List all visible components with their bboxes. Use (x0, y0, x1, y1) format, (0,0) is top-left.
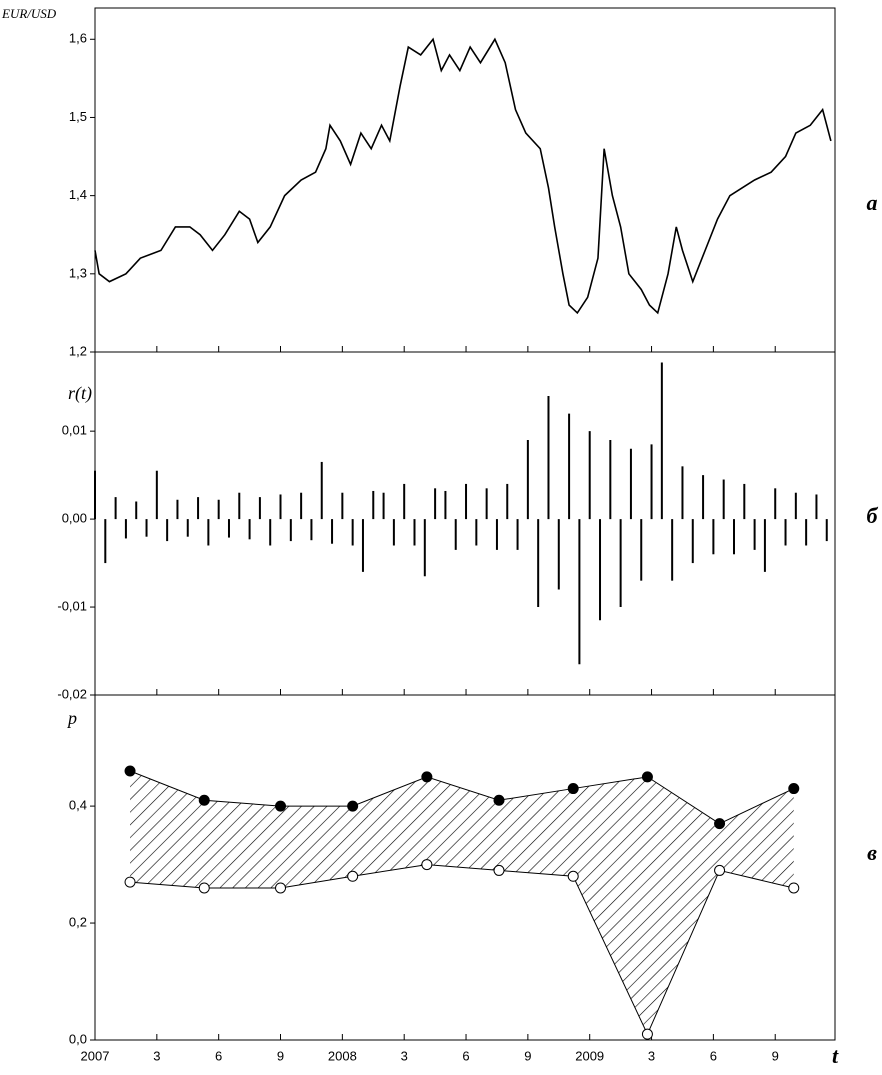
point (124, 876, 136, 888)
x-tick-label: 9 (524, 1048, 531, 1063)
y-tick-label: 1,4 (69, 187, 87, 202)
point (714, 818, 726, 830)
point (567, 870, 579, 882)
y-tick-label: 0,2 (69, 914, 87, 929)
x-tick-label: 9 (277, 1048, 284, 1063)
x-tick-label: 6 (710, 1048, 717, 1063)
point (641, 771, 653, 783)
panel-label: б (867, 503, 879, 528)
y-tick-label: 0,01 (62, 423, 87, 438)
point (493, 794, 505, 806)
panel-label: a (867, 190, 878, 215)
point (198, 794, 210, 806)
y-axis-label: EUR/USD (1, 6, 57, 21)
y-tick-label: 0,0 (69, 1031, 87, 1046)
plot-frame (94, 694, 836, 1041)
price-line (94, 37, 832, 315)
y-tick-label: 1,6 (69, 31, 87, 46)
point (714, 864, 726, 876)
y-tick-label: 1,3 (69, 265, 87, 280)
plot-frame (94, 351, 836, 696)
point (198, 882, 210, 894)
x-tick-label: 3 (648, 1048, 655, 1063)
point (421, 859, 433, 871)
series-line (130, 864, 794, 1036)
point (275, 882, 287, 894)
y-axis-label: p (66, 708, 77, 728)
y-axis-label: r(t) (68, 383, 92, 404)
x-axis-label: t (832, 1043, 839, 1068)
point (347, 800, 359, 812)
y-tick-label: 1,2 (69, 343, 87, 358)
y-tick-label: 0,4 (69, 798, 87, 813)
x-tick-label: 3 (401, 1048, 408, 1063)
x-tick-label: 2009 (575, 1048, 604, 1063)
point (124, 765, 136, 777)
point (421, 771, 433, 783)
panel-label: в (867, 840, 877, 865)
y-tick-label: -0,02 (57, 686, 87, 701)
point (275, 800, 287, 812)
series-line (129, 770, 794, 825)
point (347, 870, 359, 882)
point (567, 783, 579, 795)
x-tick-label: 2008 (328, 1048, 357, 1063)
hatched-band (130, 771, 794, 1035)
y-tick-label: 0,00 (62, 511, 87, 526)
y-tick-label: -0,01 (57, 598, 87, 613)
point (788, 783, 800, 795)
x-tick-label: 6 (462, 1048, 469, 1063)
point (788, 882, 800, 894)
point (641, 1028, 653, 1040)
x-tick-label: 2007 (81, 1048, 110, 1063)
y-tick-label: 1,5 (69, 109, 87, 124)
x-tick-label: 3 (153, 1048, 160, 1063)
x-tick-label: 6 (215, 1048, 222, 1063)
point (493, 864, 505, 876)
x-tick-label: 9 (772, 1048, 779, 1063)
